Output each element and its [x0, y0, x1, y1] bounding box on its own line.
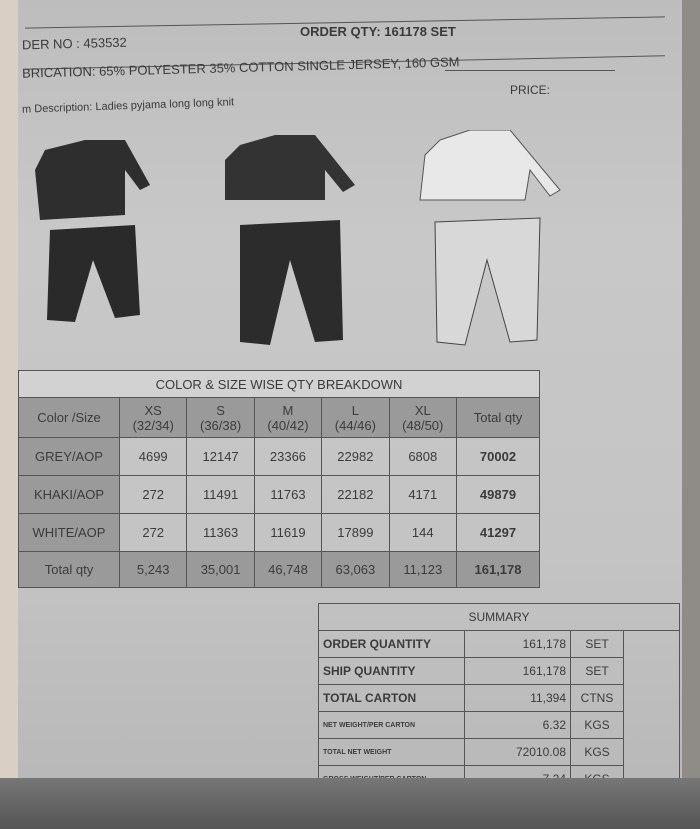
pants-b2 — [240, 220, 343, 345]
price-label: PRICE: — [510, 83, 551, 97]
background-edge — [0, 0, 20, 829]
top-c1 — [419, 130, 561, 201]
breakdown-title: COLOR & SIZE WISE QTY BREAKDOWN — [18, 370, 540, 398]
col-header: XS (32/34) — [118, 397, 188, 438]
table-row: GREY/AOP 4699 12147 23366 22982 6808 70002 — [18, 437, 540, 476]
summary-row: ORDER QUANTITY 161,178 SET — [318, 630, 680, 793]
divider — [445, 70, 615, 71]
summary-title: SUMMARY — [318, 603, 680, 631]
col-header: XL (48/50) — [388, 397, 458, 438]
summary-row: SHIP QUANTITY 161,178 SET — [318, 657, 680, 685]
pants-a2 — [47, 225, 140, 322]
top-a1 — [35, 140, 150, 220]
col-header: M (40/42) — [253, 397, 323, 438]
table-row: WHITE/AOP 272 11363 11619 17899 144 41297 — [18, 513, 540, 552]
garment-sketches — [35, 130, 561, 346]
header-row: Color /Size XS (32/34) S (36/38) M (40/42) … — [18, 397, 540, 438]
totals-row: Total qty 5,243 35,001 46,748 63,063 11,123 16… — [18, 551, 540, 588]
col-header: L (44/46) — [321, 397, 390, 438]
summary-row: TOTAL NET WEIGHT 72010.08 KGS — [318, 738, 680, 766]
col-header: Color /Size — [18, 397, 120, 438]
qty-breakdown-table: COLOR & SIZE WISE QTY BREAKDOWN Color /S… — [18, 370, 540, 588]
col-header: S (36/38) — [186, 397, 255, 438]
table-surface — [0, 778, 700, 829]
col-header: Total qty — [456, 397, 540, 438]
order-qty: ORDER QTY: 161178 SET — [300, 24, 456, 39]
order-number: DER NO : 453532 — [21, 34, 127, 53]
table-row: KHAKI/AOP 272 11491 11763 22182 4171 49879 — [18, 475, 540, 514]
pants-c2 — [434, 217, 541, 346]
top-b1 — [225, 135, 355, 200]
summary-table: SUMMARY ORDER QUANTITY 161,178 SET SHIP QU… — [318, 603, 680, 793]
